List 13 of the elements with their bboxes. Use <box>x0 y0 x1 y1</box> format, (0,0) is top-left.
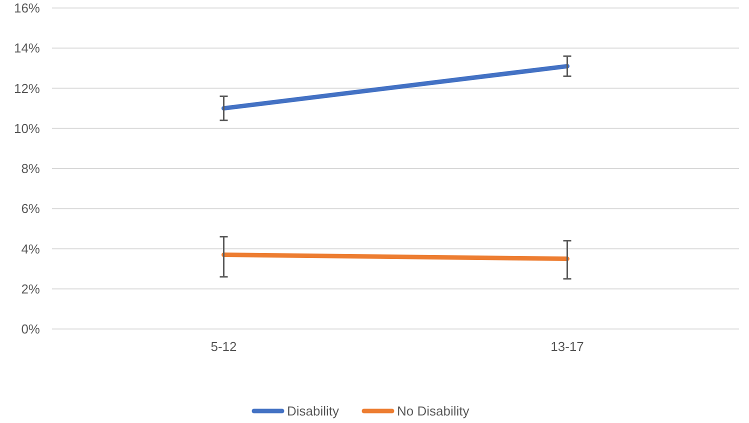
legend-label: No Disability <box>397 404 470 419</box>
y-tick-label: 12% <box>14 80 40 96</box>
x-tick-label: 5-12 <box>210 339 237 354</box>
x-tick-label: 13-17 <box>550 339 584 354</box>
y-tick-label: 0% <box>21 322 40 337</box>
y-tick-label: 4% <box>21 241 40 256</box>
y-tick-label: 16% <box>14 0 40 16</box>
legend-label: Disability <box>287 404 340 419</box>
y-tick-label: 8% <box>21 161 40 176</box>
y-tick-label: 14% <box>14 40 40 56</box>
y-tick-label: 6% <box>21 201 40 216</box>
y-tick-label: 10% <box>14 120 40 136</box>
y-tick-label: 2% <box>21 281 40 296</box>
